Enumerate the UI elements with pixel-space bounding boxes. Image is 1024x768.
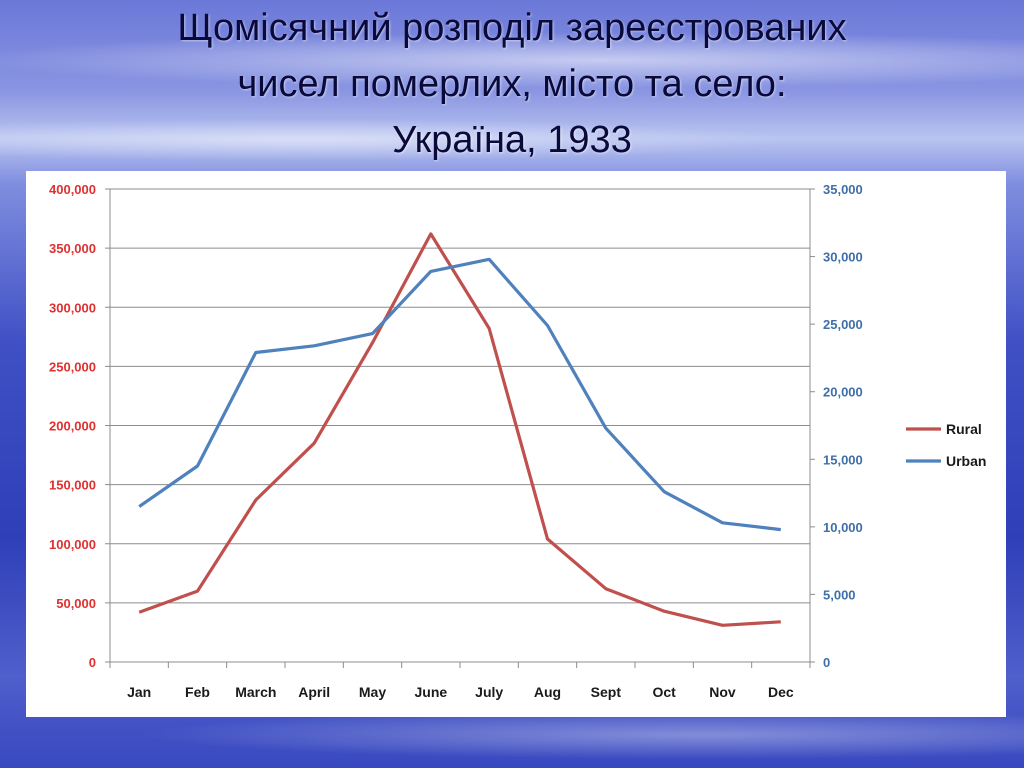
y-left-tick-label: 300,000 [49, 300, 96, 315]
x-tick-label: March [235, 684, 276, 700]
y-right-tick-label: 10,000 [823, 520, 863, 535]
series-line-urban [138, 257, 781, 532]
y-left-tick-label: 400,000 [49, 182, 96, 197]
legend-label-urban: Urban [946, 453, 986, 469]
slide-title-line-1: Щомісячний розподіл зареєстрованих [177, 7, 847, 49]
series-line-rural [138, 232, 781, 627]
x-tick-label: Nov [709, 684, 736, 700]
x-tick-label: Dec [768, 684, 794, 700]
y-right-tick-label: 5,000 [823, 587, 856, 602]
y-right-tick-label: 25,000 [823, 317, 863, 332]
y-right-tick-label: 15,000 [823, 452, 863, 467]
y-left-tick-label: 50,000 [56, 596, 96, 611]
x-tick-label: Jan [127, 684, 151, 700]
y-right-tick-label: 0 [823, 655, 830, 670]
x-tick-label: Oct [652, 684, 676, 700]
x-tick-label: Feb [185, 684, 210, 700]
x-tick-label: April [298, 684, 330, 700]
line-chart: 0 50,000 100,000 150,000 200,000 250,000 300,0… [49, 182, 986, 700]
slide-title-line-3: Україна, 1933 [392, 119, 632, 161]
y-left-tick-label: 250,000 [49, 359, 96, 374]
slide-title: Щомісячний розподіл зареєстрованих чисел… [40, 0, 984, 168]
y-left-tick-label: 100,000 [49, 537, 96, 552]
x-tick-label: May [359, 684, 386, 700]
y-left-tick-label: 0 [89, 655, 96, 670]
y-left-tick-label: 150,000 [49, 478, 96, 493]
y-right-tick-label: 35,000 [823, 182, 863, 197]
chart-panel: 0 50,000 100,000 150,000 200,000 250,000 300,0… [26, 171, 1006, 717]
y-right-tick-label: 30,000 [823, 250, 863, 265]
x-tick-label: July [475, 684, 503, 700]
y-right-tick-label: 20,000 [823, 385, 863, 400]
slide-title-line-2: чисел померлих, місто та село: [237, 63, 787, 105]
x-tick-label: Aug [534, 684, 561, 700]
legend-label-rural: Rural [946, 421, 982, 437]
x-tick-label: Sept [591, 684, 622, 700]
x-tick-label: June [414, 684, 447, 700]
y-left-tick-label: 350,000 [49, 241, 96, 256]
y-left-tick-label: 200,000 [49, 419, 96, 434]
